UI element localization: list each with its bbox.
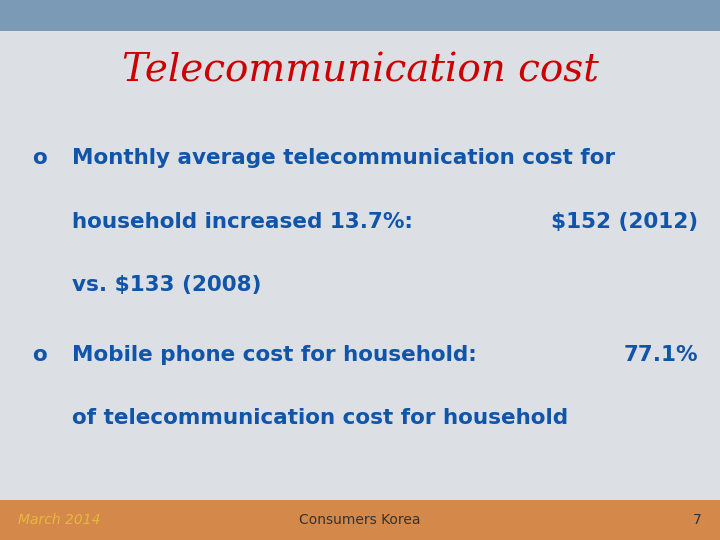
Text: Telecommunication cost: Telecommunication cost	[122, 52, 598, 90]
Text: of telecommunication cost for household: of telecommunication cost for household	[72, 408, 568, 428]
Text: o: o	[32, 148, 47, 168]
Text: Mobile phone cost for household:: Mobile phone cost for household:	[72, 345, 477, 365]
Text: Consumers Korea: Consumers Korea	[300, 513, 420, 526]
Text: household increased 13.7%:: household increased 13.7%:	[72, 212, 413, 232]
Text: 77.1%: 77.1%	[624, 345, 698, 365]
Text: $152 (2012): $152 (2012)	[552, 212, 698, 232]
Text: 7: 7	[693, 513, 702, 526]
Text: vs. $133 (2008): vs. $133 (2008)	[72, 275, 261, 295]
Text: March 2014: March 2014	[18, 513, 101, 526]
Text: o: o	[32, 345, 47, 365]
Text: Monthly average telecommunication cost for: Monthly average telecommunication cost f…	[72, 148, 615, 168]
